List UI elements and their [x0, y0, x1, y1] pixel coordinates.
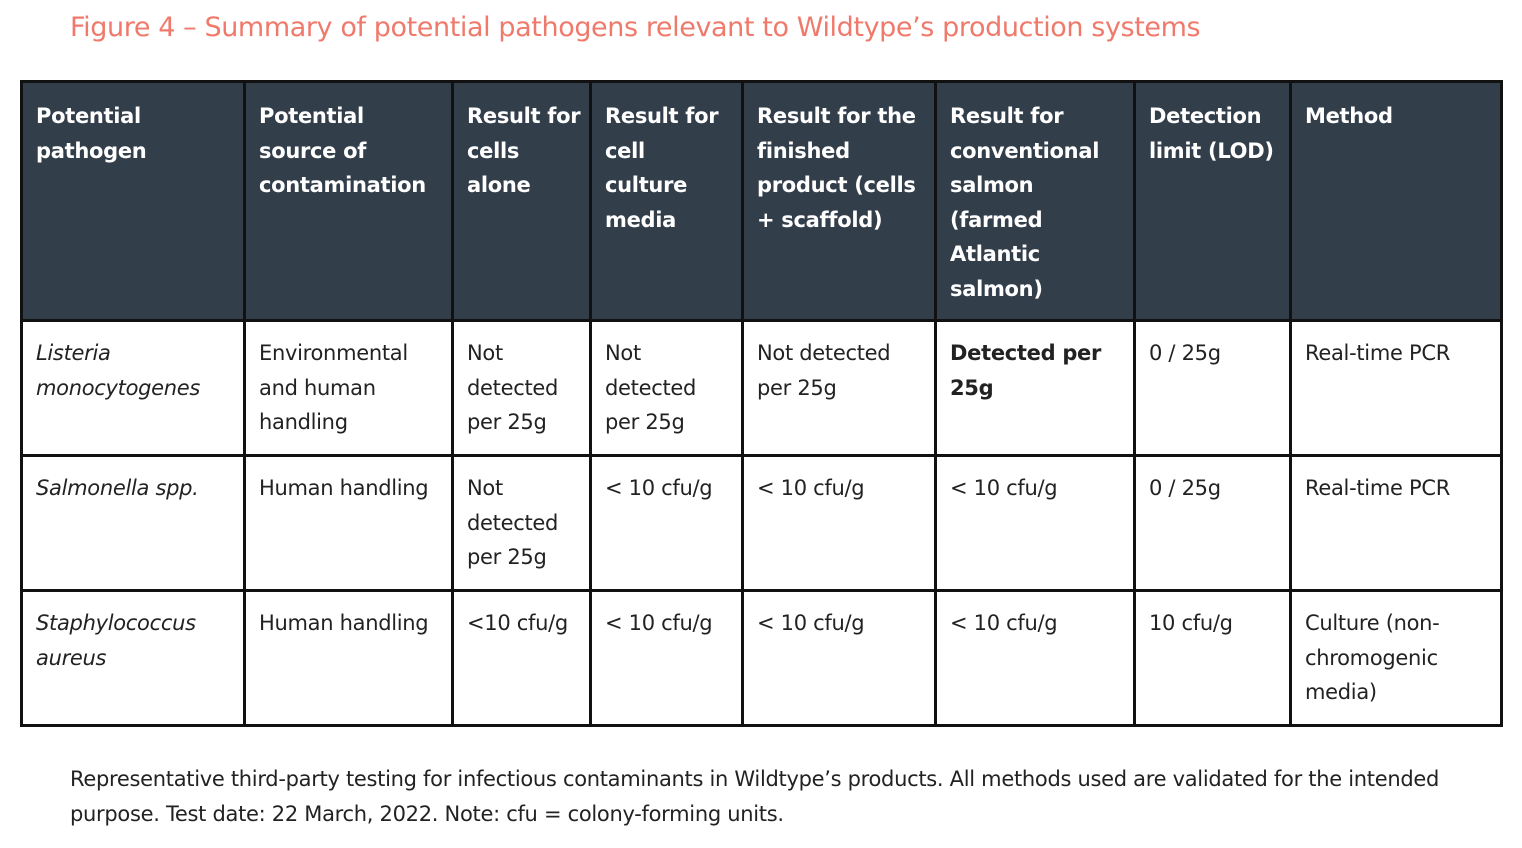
cell-detection-limit: 0 / 25g [1133, 319, 1292, 457]
figure-caption: Representative third-party testing for i… [70, 767, 1440, 826]
cell-conventional-salmon: Detected per 25g [934, 319, 1136, 457]
header-detection-limit: Detection limit (LOD) [1133, 80, 1292, 322]
cell-finished-product: < 10 cfu/g [741, 454, 937, 592]
table-row: Listeria monocytogenes Environmental and… [20, 319, 1503, 457]
cell-cells-alone: Not detected per 25g [451, 319, 592, 457]
header-result-cells-alone: Result for cells alone [451, 80, 592, 322]
cell-method: Culture (non-chromogenic media) [1289, 589, 1503, 727]
cell-culture-media: < 10 cfu/g [589, 454, 744, 592]
cell-conventional-salmon: < 10 cfu/g [934, 454, 1136, 592]
cell-detection-limit: 10 cfu/g [1133, 589, 1292, 727]
cell-pathogen: Listeria monocytogenes [20, 319, 246, 457]
cell-finished-product: Not detected per 25g [741, 319, 937, 457]
header-result-finished-product: Result for the finished product (cells +… [741, 80, 937, 322]
cell-pathogen: Staphylococcus aureus [20, 589, 246, 727]
pathogen-table: Potential pathogen Potential source of c… [20, 80, 1503, 727]
cell-source: Environmental and human handling [243, 319, 454, 457]
table-header-row: Potential pathogen Potential source of c… [20, 80, 1503, 322]
cell-culture-media: < 10 cfu/g [589, 589, 744, 727]
header-result-cell-culture-media: Result for cell culture media [589, 80, 744, 322]
cell-cells-alone: <10 cfu/g [451, 589, 592, 727]
cell-conventional-salmon: < 10 cfu/g [934, 589, 1136, 727]
cell-pathogen: Salmonella spp. [20, 454, 246, 592]
header-potential-pathogen: Potential pathogen [20, 80, 246, 322]
table-row: Staphylococcus aureus Human handling <10… [20, 589, 1503, 727]
cell-cells-alone: Not detected per 25g [451, 454, 592, 592]
cell-source: Human handling [243, 454, 454, 592]
cell-method: Real-time PCR [1289, 319, 1503, 457]
cell-finished-product: < 10 cfu/g [741, 589, 937, 727]
cell-source: Human handling [243, 589, 454, 727]
cell-culture-media: Not detected per 25g [589, 319, 744, 457]
header-result-conventional-salmon: Result for conventional salmon (farmed A… [934, 80, 1136, 322]
cell-detection-limit: 0 / 25g [1133, 454, 1292, 592]
header-source-of-contamination: Potential source of contamination [243, 80, 454, 322]
figure-title: Figure 4 – Summary of potential pathogen… [70, 12, 1201, 43]
table-row: Salmonella spp. Human handling Not detec… [20, 454, 1503, 592]
header-method: Method [1289, 80, 1503, 322]
cell-method: Real-time PCR [1289, 454, 1503, 592]
